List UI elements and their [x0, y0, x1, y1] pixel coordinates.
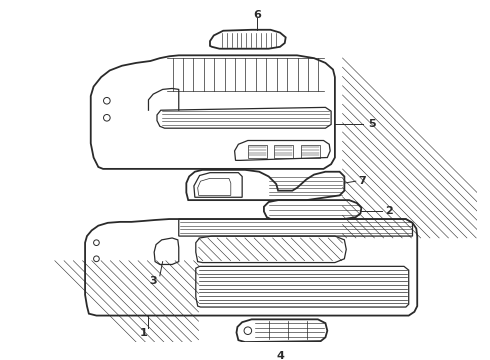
Text: 2: 2 [385, 207, 393, 216]
Text: 4: 4 [276, 351, 284, 360]
Text: 5: 5 [368, 120, 376, 129]
Text: 7: 7 [359, 176, 367, 186]
Text: 1: 1 [140, 328, 147, 338]
Text: 3: 3 [149, 275, 157, 285]
Text: 6: 6 [253, 10, 261, 20]
